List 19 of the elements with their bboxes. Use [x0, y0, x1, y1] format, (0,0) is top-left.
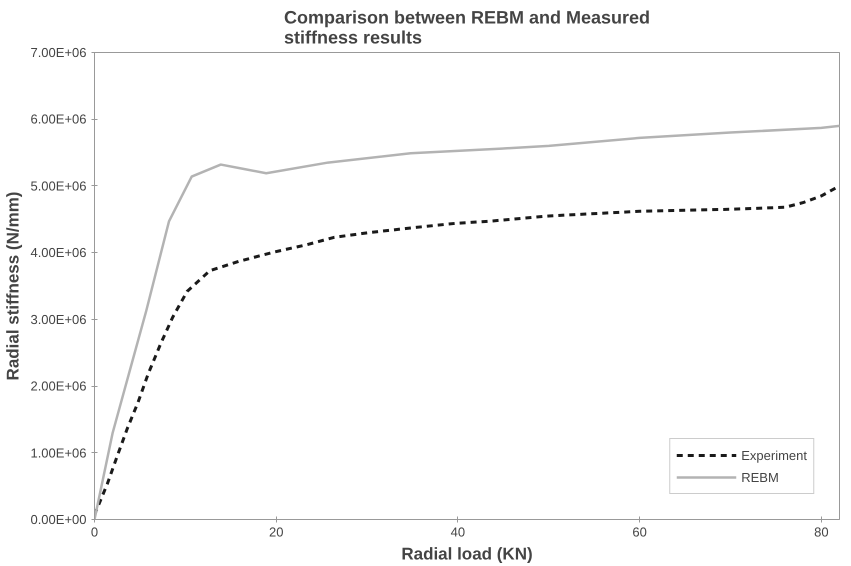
y-tick-label: 1.00E+06: [30, 445, 87, 460]
y-axis-title: Radial stiffness (N/mm): [3, 192, 22, 380]
y-tick-label: 7.00E+06: [30, 45, 87, 60]
line-series: [94, 124, 840, 520]
chart-title: Comparison between REBM and Measured stiffness results: [284, 8, 650, 48]
y-tick-label: 4.00E+06: [30, 245, 87, 260]
y-tick-label: 6.00E+06: [30, 112, 87, 127]
x-tick-label: 40: [450, 524, 466, 540]
y-tick-label: 0.00E+00: [30, 512, 87, 527]
y-tick-label: 2.00E+06: [30, 378, 87, 394]
x-tick-label: 20: [268, 524, 284, 540]
legend-label: REBM: [741, 470, 779, 484]
x-tick-label: 0: [90, 524, 98, 540]
legend-label: Experiment: [741, 448, 807, 462]
y-tick-label: 5.00E+06: [30, 178, 87, 194]
x-tick-label: 60: [632, 524, 647, 540]
x-tick-label: 80: [814, 524, 829, 540]
y-tick-label: 3.00E+06: [30, 312, 87, 327]
x-axis-title: Radial load (KN): [401, 544, 533, 564]
